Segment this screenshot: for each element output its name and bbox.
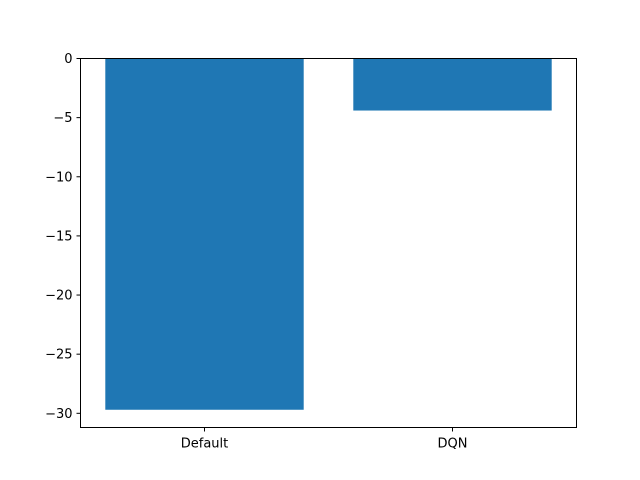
y-tick-label: −5 [53,111,72,126]
bar-default [105,58,304,410]
y-tick-label: −30 [45,407,72,422]
bar-dqn [353,58,552,111]
y-tick-label: −15 [45,229,72,244]
bars-group [105,58,552,410]
y-axis-ticks: 0 −5 −10 −15 −20 −25 −30 [45,52,81,422]
y-tick-label: −25 [45,348,72,363]
x-axis-ticks: Default DQN [181,427,468,452]
x-tick-label: DQN [438,437,468,452]
plot-frame [80,58,577,428]
x-tick-label: Default [181,437,229,452]
y-tick-label: −20 [45,289,72,304]
y-tick-label: −10 [45,170,72,185]
y-tick-label: 0 [64,52,72,67]
